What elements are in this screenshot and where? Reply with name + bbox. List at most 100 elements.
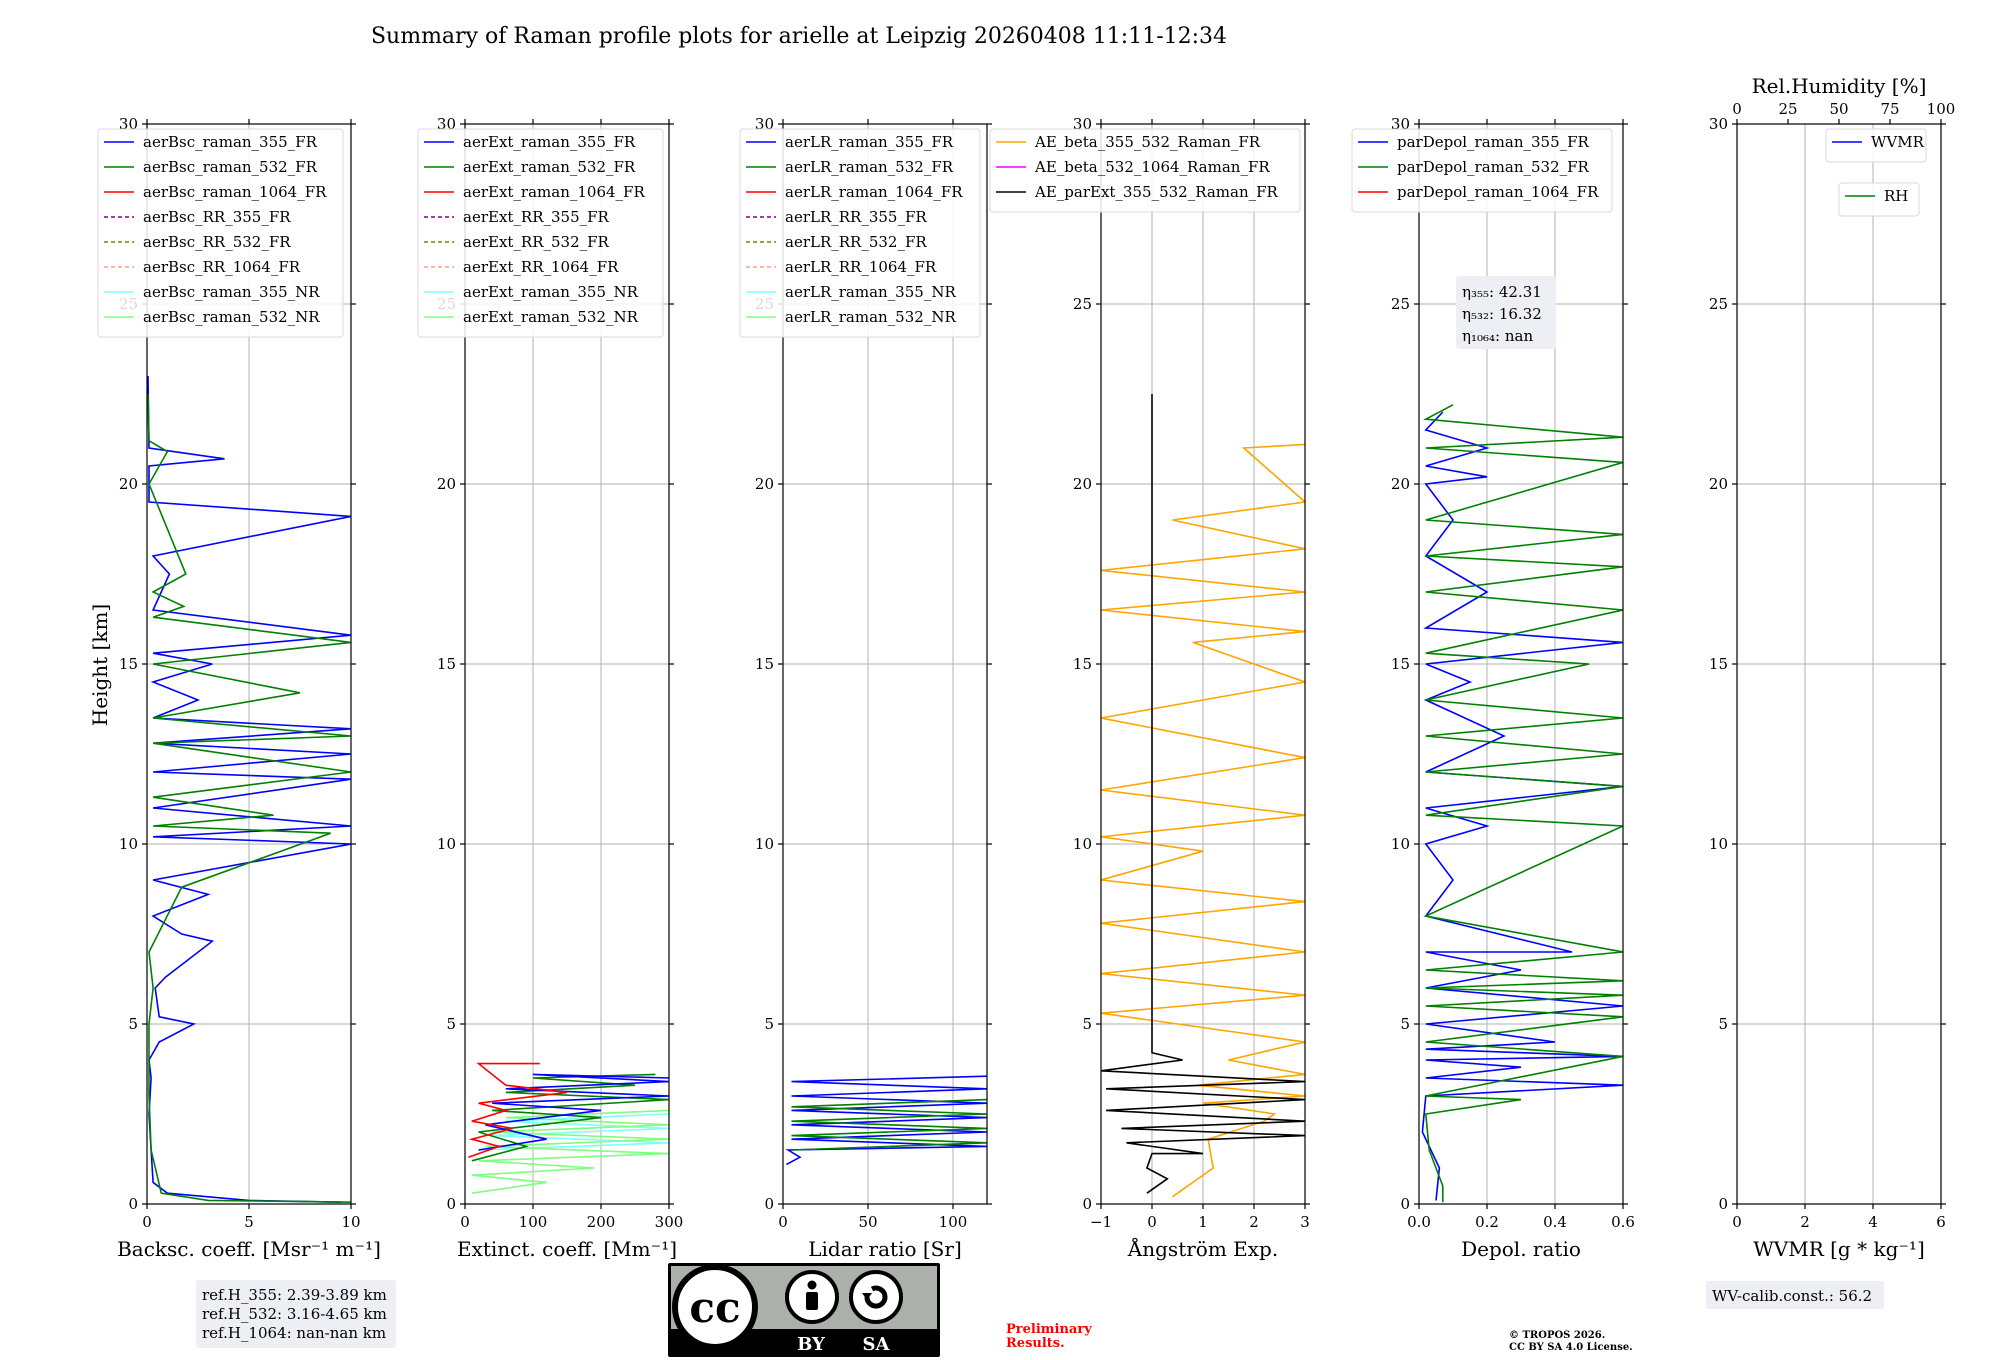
series-aerExt_raman_355_FR	[478, 1073, 669, 1151]
legend-item: aerBsc_raman_532_NR	[143, 308, 320, 326]
x-tick-label: 100	[939, 1213, 968, 1231]
x-tick-label: 2	[1249, 1213, 1259, 1231]
legend-item: parDepol_raman_1064_FR	[1397, 183, 1599, 201]
legend-item: aerBsc_RR_532_FR	[143, 233, 291, 251]
legend-item: aerBsc_raman_355_FR	[143, 133, 318, 151]
y-tick-label: 10	[119, 835, 138, 853]
legend-item: aerExt_raman_355_NR	[463, 283, 639, 301]
share-alike-icon	[849, 1270, 903, 1324]
y-tick-label: 15	[1073, 655, 1092, 673]
top-x-tick-label: 75	[1880, 100, 1899, 118]
x-axis-label: Lidar ratio [Sr]	[808, 1237, 962, 1261]
wv-calibration-box: WV-calib.const.: 56.2	[1706, 1281, 1884, 1309]
legend-item: RH	[1884, 187, 1908, 205]
legend-frame	[1351, 128, 1613, 213]
copyright-line-1: © TROPOS 2026.	[1509, 1330, 1605, 1341]
legend-item: aerLR_RR_355_FR	[785, 208, 927, 226]
annotation-box	[1456, 276, 1556, 349]
y-tick-label: 25	[1709, 295, 1728, 313]
x-tick-label: 5	[244, 1213, 254, 1231]
annotation-line: η₁₀₆₄: nan	[1462, 327, 1533, 345]
preliminary-line-1: Preliminary	[1006, 1322, 1092, 1337]
x-tick-label: 0	[778, 1213, 788, 1231]
legend-frame	[1825, 128, 1927, 163]
y-tick-label: 5	[1718, 1015, 1728, 1033]
y-tick-label: 0	[446, 1195, 456, 1213]
legend-item: aerLR_RR_532_FR	[785, 233, 927, 251]
panel-bsc: 0510152025300510Backsc. coeff. [Msr⁻¹ m⁻…	[97, 115, 381, 1261]
y-tick-label: 30	[1709, 115, 1728, 133]
legend-item: aerLR_RR_1064_FR	[785, 258, 937, 276]
legend-item: aerBsc_RR_355_FR	[143, 208, 291, 226]
panel-lr: 051015202530050100Lidar ratio [Sr]aerLR_…	[739, 115, 992, 1261]
y-tick-label: 20	[1391, 475, 1410, 493]
legend-item: parDepol_raman_355_FR	[1397, 133, 1590, 151]
legend-frame	[739, 128, 981, 338]
legend-frame	[1838, 182, 1920, 217]
y-axis-label: Height [km]	[88, 604, 112, 726]
x-tick-label: 10	[341, 1213, 360, 1231]
legend-frame	[989, 128, 1301, 213]
preliminary-line-2: Results.	[1006, 1336, 1065, 1351]
cc-icon	[672, 1264, 758, 1350]
legend-item: AE_parExt_355_532_Raman_FR	[1034, 183, 1279, 201]
x-tick-label: 0	[1147, 1213, 1157, 1231]
legend-item: aerExt_RR_532_FR	[463, 233, 610, 251]
x-tick-label: 50	[858, 1213, 877, 1231]
legend-item: aerBsc_RR_1064_FR	[143, 258, 301, 276]
legend: aerExt_raman_355_FR aerExt_raman_532_FRae…	[417, 128, 664, 338]
y-tick-label: 0	[1718, 1195, 1728, 1213]
legend-item: aerExt_raman_532_NR	[463, 308, 639, 326]
y-tick-label: 0	[1082, 1195, 1092, 1213]
annotation-line: η₅₃₂: 16.32	[1462, 305, 1542, 323]
y-tick-label: 5	[1082, 1015, 1092, 1033]
series-parDepol_raman_355_FR	[1421, 411, 1623, 1201]
legend-frame	[97, 128, 344, 338]
x-tick-label: 6	[1936, 1213, 1946, 1231]
legend-item: aerExt_RR_1064_FR	[463, 258, 619, 276]
y-tick-label: 15	[119, 655, 138, 673]
x-tick-label: 100	[519, 1213, 548, 1231]
y-tick-label: 5	[1400, 1015, 1410, 1033]
legend-item: parDepol_raman_532_FR	[1397, 158, 1590, 176]
figure-title: Summary of Raman profile plots for ariel…	[371, 24, 1227, 49]
legend-rh: RH	[1838, 182, 1920, 217]
legend-item: aerExt_raman_1064_FR	[463, 183, 645, 201]
y-tick-label: 5	[128, 1015, 138, 1033]
top-x-axis-label: Rel.Humidity [%]	[1752, 74, 1927, 98]
y-tick-label: 20	[755, 475, 774, 493]
series-aerExt_raman_355_NR	[478, 1113, 669, 1151]
legend-item: aerExt_raman_532_FR	[463, 158, 636, 176]
y-tick-label: 0	[764, 1195, 774, 1213]
svg-text:cc: cc	[689, 1283, 740, 1332]
series-aerExt_raman_1064_FR	[468, 1062, 568, 1158]
legend: aerLR_raman_355_FR aerLR_raman_532_FR aerL…	[739, 128, 981, 338]
y-tick-label: 15	[437, 655, 456, 673]
legend: WVMR	[1825, 128, 1927, 163]
legend-item: aerExt_raman_355_FR	[463, 133, 636, 151]
x-tick-label: 4	[1868, 1213, 1878, 1231]
legend-item: AE_beta_532_1064_Raman_FR	[1034, 158, 1270, 176]
y-tick-label: 10	[1709, 835, 1728, 853]
y-tick-label: 25	[1073, 295, 1092, 313]
x-axis-label: Extinct. coeff. [Mm⁻¹]	[457, 1237, 677, 1261]
legend-item: aerBsc_raman_532_FR	[143, 158, 318, 176]
x-axis-label: Ångström Exp.	[1127, 1236, 1278, 1261]
y-tick-label: 5	[446, 1015, 456, 1033]
legend: aerBsc_raman_355_FR aerBsc_raman_532_FRae…	[97, 128, 344, 338]
x-tick-label: 0.6	[1611, 1213, 1635, 1231]
y-tick-label: 10	[1391, 835, 1410, 853]
y-tick-label: 15	[755, 655, 774, 673]
ref-h-355: ref.H_355: 2.39-3.89 km	[202, 1286, 387, 1304]
x-tick-label: 2	[1800, 1213, 1810, 1231]
y-tick-label: 0	[1400, 1195, 1410, 1213]
reference-height-box: ref.H_355: 2.39-3.89 km ref.H_532: 3.16-…	[196, 1280, 396, 1348]
y-tick-label: 20	[437, 475, 456, 493]
x-axis-label: Depol. ratio	[1461, 1237, 1581, 1261]
series-aerExt_raman_532_FR	[471, 1073, 669, 1162]
legend-item: aerLR_raman_532_NR	[785, 308, 956, 326]
legend-item: aerLR_raman_355_FR	[785, 133, 954, 151]
y-tick-label: 10	[755, 835, 774, 853]
